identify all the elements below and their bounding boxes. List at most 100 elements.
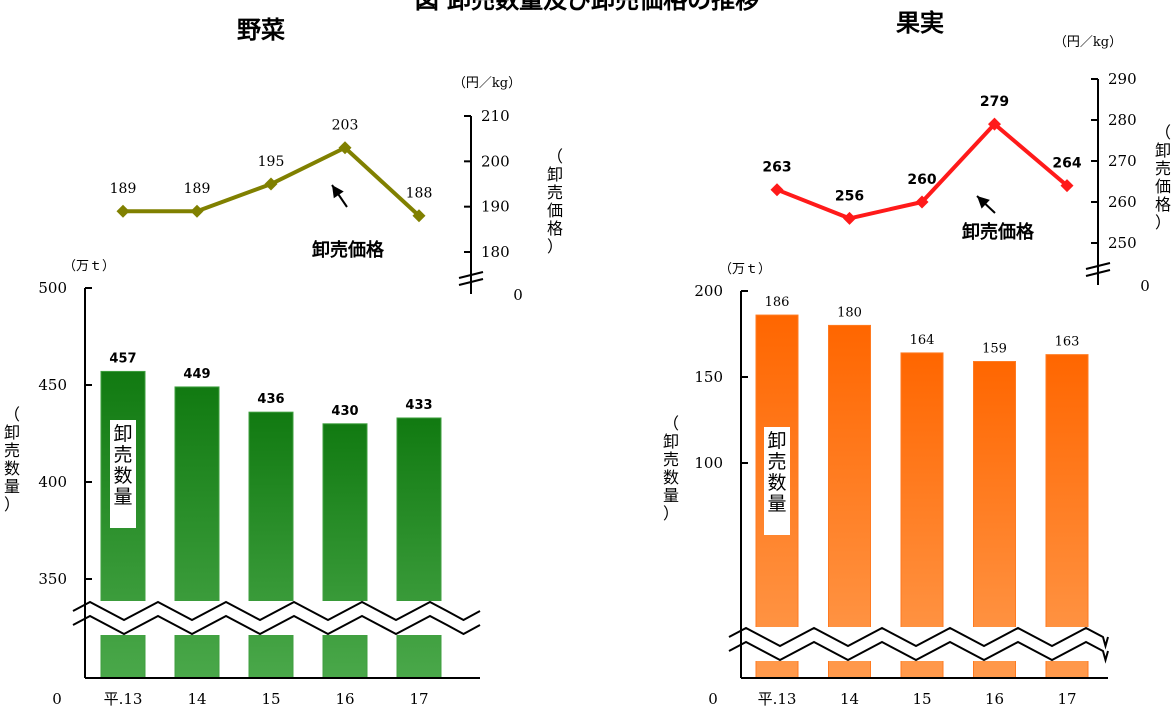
veg-title: 野菜	[237, 16, 285, 44]
veg-price-label-char: 価	[547, 201, 563, 220]
veg-price-tick: 200	[481, 152, 510, 170]
fruit-bar-inner-label-char: 数	[767, 472, 786, 494]
veg-bar-label-box	[110, 420, 136, 528]
veg-price-value: 195	[258, 154, 285, 170]
fruit-price-unit: （円／kg）	[1054, 35, 1122, 50]
veg-price-break	[458, 271, 484, 279]
fruit-bar	[828, 324, 871, 679]
fruit-price-value: 263	[762, 160, 791, 176]
fruit-bar-value: 163	[1055, 335, 1080, 350]
veg-annotation: 卸売価格	[312, 239, 385, 261]
fruit-y-label-char: 卸	[663, 432, 679, 451]
fruit-bar-inner-label-char: 卸	[767, 430, 786, 452]
fruit-y-tick: 200	[694, 282, 723, 300]
veg-price-value: 189	[110, 181, 137, 197]
veg-y-label: （卸売数量）	[4, 405, 20, 514]
fruit-price-value: 279	[980, 94, 1009, 110]
fruit-title: 果実	[896, 9, 944, 37]
fruit-y-label-char: 売	[663, 450, 679, 469]
veg-price-marker	[412, 209, 426, 223]
veg-y-label-char: （	[4, 405, 20, 424]
fruit-price-label-char: （	[1155, 123, 1171, 142]
veg-price-marker	[190, 204, 204, 218]
fruit-x-tick: 15	[912, 690, 931, 708]
veg-bar-inner-label-char: 数	[113, 465, 132, 487]
fruit-x-tick: 14	[840, 690, 859, 708]
veg-bar-inner-label-char: 売	[113, 444, 132, 466]
veg-bar	[248, 411, 294, 679]
veg-break-line	[72, 614, 481, 636]
fruit-bar-value: 186	[765, 295, 790, 310]
fruit-break-line	[728, 640, 1109, 664]
veg-price-tick: 210	[481, 107, 510, 125]
fruit-price-zero: 0	[1140, 277, 1150, 295]
fruit-price-marker	[843, 211, 856, 225]
fruit-bar-label-box	[764, 427, 790, 535]
fruit-price-marker	[770, 183, 784, 197]
fruit-price-value: 264	[1052, 156, 1081, 172]
veg-y-label-char: 卸	[4, 423, 20, 442]
veg-y-tick: 350	[38, 570, 67, 588]
figure-heading: 図 卸売数量及び卸売価格の推移	[415, 0, 759, 14]
fruit-annotation-arrowhead	[977, 196, 990, 209]
veg-y-label-char: ）	[4, 495, 20, 514]
veg-annotation-arrowhead	[332, 185, 344, 199]
fruit-y-zero: 0	[708, 690, 718, 708]
veg-x-tick: 16	[335, 690, 354, 708]
veg-bar-value: 436	[257, 392, 284, 407]
fruit-bar-inner-label: 卸売数量	[767, 430, 786, 515]
fruit-bar	[900, 352, 944, 679]
fruit-price-label: （卸売価格）	[1155, 123, 1171, 232]
veg-price-marker	[116, 204, 130, 218]
veg-price-label-char: ）	[547, 237, 563, 256]
veg-panel: 457平.1344914436154301643317卸売数量500450400…	[4, 76, 563, 708]
fruit-price-value: 256	[835, 188, 864, 204]
veg-price-label-char: 売	[547, 183, 563, 202]
veg-price-label-char: 格	[547, 219, 563, 238]
fruit-y-label-char: ）	[663, 504, 679, 523]
fruit-price-tick: 290	[1108, 70, 1137, 88]
fruit-y-label: （卸売数量）	[663, 414, 679, 523]
veg-price-label: （卸売価格）	[547, 147, 563, 256]
fruit-price-break	[1085, 262, 1111, 270]
veg-y-unit: （万ｔ）	[63, 259, 115, 274]
fruit-bar-value: 164	[910, 333, 935, 348]
fruit-y-tick: 150	[694, 368, 723, 386]
veg-bar-inner-label: 卸売数量	[113, 423, 132, 508]
fruit-price-tick: 260	[1108, 193, 1137, 211]
veg-bar	[396, 417, 442, 679]
fruit-price-label-char: 卸	[1155, 141, 1171, 160]
fruit-bar	[973, 361, 1016, 679]
veg-x-tick: 14	[187, 690, 206, 708]
fruit-y-label-char: （	[663, 414, 679, 433]
fruit-bar-inner-label-char: 売	[767, 451, 786, 473]
veg-price-zero: 0	[513, 286, 523, 304]
veg-x-tick: 17	[409, 690, 428, 708]
fruit-x-tick: 17	[1057, 690, 1076, 708]
veg-price-label-char: （	[547, 147, 563, 166]
veg-price-marker	[264, 177, 278, 191]
veg-price-value: 203	[332, 118, 359, 134]
fruit-break-line	[728, 626, 1109, 650]
fruit-x-tick: 16	[985, 690, 1004, 708]
veg-bar-value: 457	[109, 351, 136, 366]
veg-price-label-char: 卸	[547, 165, 563, 184]
veg-bar-inner-label-char: 卸	[113, 423, 132, 445]
fruit-y-label-char: 量	[663, 486, 679, 505]
veg-break-fill	[73, 601, 480, 635]
fruit-price-label-char: ）	[1155, 213, 1171, 232]
veg-y-zero: 0	[52, 690, 62, 708]
veg-price-tick: 180	[481, 243, 510, 261]
fruit-price-tick: 250	[1108, 234, 1137, 252]
veg-break-line	[72, 600, 481, 622]
veg-y-label-char: 量	[4, 477, 20, 496]
fruit-y-unit: （万ｔ）	[719, 262, 771, 277]
veg-bar-value: 433	[405, 398, 432, 413]
fruit-y-tick: 100	[694, 454, 723, 472]
veg-y-tick: 400	[38, 473, 67, 491]
fruit-price-label-char: 売	[1155, 159, 1171, 178]
veg-price-marker	[338, 141, 352, 155]
veg-y-label-char: 売	[4, 441, 20, 460]
veg-y-label-char: 数	[4, 459, 20, 478]
